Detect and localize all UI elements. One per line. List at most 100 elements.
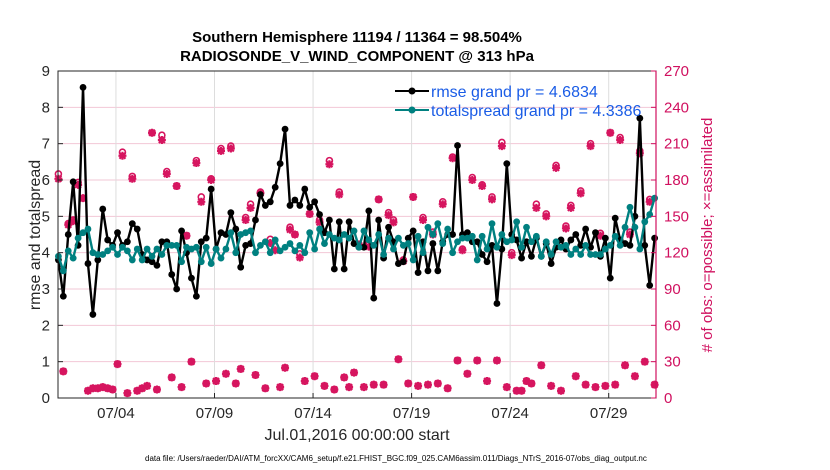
obs-assimilated-point (123, 389, 132, 398)
totalspread-point (454, 238, 461, 246)
totalspread-point (286, 240, 294, 247)
obs-layer (54, 128, 659, 398)
rmse-point (518, 254, 525, 262)
obs-assimilated-point (507, 251, 516, 260)
totalspread-point (326, 231, 333, 238)
obs-assimilated-point (192, 159, 201, 168)
obs-assimilated-point (187, 357, 196, 366)
plot-frame (57, 70, 657, 399)
obs-assimilated-point (315, 218, 324, 227)
rmse-point (84, 260, 92, 267)
rmse-point (306, 203, 314, 211)
y-tick-label: 5 (42, 208, 50, 225)
totalspread-point (281, 243, 289, 251)
rmse-point (404, 234, 412, 242)
obs-assimilated-point (650, 380, 659, 389)
rmse-point (375, 216, 383, 224)
obs-assimilated-point (128, 174, 137, 183)
totalspread-point (572, 245, 580, 253)
totalspread-point (114, 251, 121, 258)
rmse-point (582, 225, 590, 233)
y-tick-label: 8 (42, 99, 50, 116)
obs-assimilated-point (492, 356, 501, 365)
y2-tick-label: 180 (664, 172, 689, 189)
rmse-point (99, 205, 107, 213)
rmse-point (104, 236, 112, 244)
obs-assimilated-point (404, 379, 413, 388)
y-tick-label: 9 (42, 63, 50, 80)
totalspread-point (523, 223, 530, 231)
totalspread-point (143, 245, 151, 253)
x-tick-label: 07/19 (393, 405, 431, 422)
totalspread-point (123, 247, 131, 255)
totalspread-point (636, 245, 644, 253)
obs-assimilated-point (591, 383, 600, 392)
rmse-point (651, 234, 659, 242)
rmse-point (611, 214, 619, 222)
totalspread-point (261, 238, 269, 246)
rmse-point (528, 252, 535, 260)
obs-assimilated-point (463, 369, 472, 378)
totalspread-point (360, 227, 368, 235)
totalspread-point (370, 242, 378, 249)
obs-assimilated-point (586, 142, 595, 151)
rmse-point (286, 202, 294, 209)
totalspread-point (631, 223, 639, 231)
chart-title-line-2: RADIOSONDE_V_WIND_COMPONENT @ 313 hPa (180, 48, 535, 65)
rmse-point (330, 265, 338, 273)
legend: rmse grand pr = 4.6834 totalspread grand… (395, 84, 641, 120)
obs-assimilated-point (251, 370, 260, 379)
totalspread-point (493, 243, 501, 251)
obs-assimilated-point (133, 386, 142, 395)
totalspread-point (651, 194, 659, 202)
obs-assimilated-point (281, 363, 290, 372)
rmse-point (483, 258, 491, 266)
obs-assimilated-point (364, 242, 373, 251)
totalspread-point (404, 240, 412, 247)
obs-assimilated-point (212, 377, 221, 386)
rmse-point (454, 142, 461, 149)
rmse-point (503, 160, 511, 168)
legend-rmse-label: rmse grand pr = 4.6834 (431, 84, 598, 101)
obs-assimilated-point (423, 380, 432, 389)
footnote: data file: /Users/raeder/DAI/ATM_forcXX/… (145, 454, 647, 463)
rmse-point (59, 292, 67, 300)
legend-spread-label: totalspread grand pr = 4.3386 (431, 103, 641, 120)
totalspread-point (64, 247, 72, 255)
obs-assimilated-point (458, 246, 467, 255)
y2-tick-label: 0 (664, 390, 672, 407)
obs-assimilated-point (148, 128, 157, 137)
totalspread-point (498, 231, 506, 238)
obs-assimilated-point (271, 246, 280, 255)
rmse-point (291, 196, 299, 204)
totalspread-point (266, 249, 274, 257)
rmse-point (188, 274, 195, 282)
obs-assimilated-point (414, 381, 423, 390)
chart-title-line-1: Southern Hemisphere 11194 / 11364 = 98.5… (192, 29, 522, 46)
rmse-point (646, 281, 654, 289)
totalspread-point (518, 243, 525, 251)
totalspread-point (459, 234, 466, 242)
obs-assimilated-point (221, 369, 230, 378)
obs-assimilated-point (512, 386, 521, 395)
obs-assimilated-point (231, 379, 240, 388)
totalspread-point (138, 256, 146, 264)
totalspread-point (296, 242, 304, 249)
obs-assimilated-point (320, 381, 329, 390)
obs-assimilated-point (236, 364, 245, 373)
obs-assimilated-point (635, 149, 644, 158)
obs-assimilated-point (207, 176, 216, 184)
y-tick-label: 6 (42, 172, 50, 189)
totalspread-series (54, 194, 659, 275)
totalspread-point (597, 251, 604, 258)
totalspread-point (212, 245, 220, 253)
totalspread-point (488, 220, 496, 228)
rmse-point (513, 236, 521, 244)
obs-assimilated-point (108, 385, 117, 394)
totalspread-point (429, 231, 437, 238)
totalspread-point (592, 251, 599, 258)
obs-assimilated-point (374, 195, 383, 204)
legend-rmse-marker (408, 87, 416, 95)
obs-assimilated-point (419, 215, 428, 224)
